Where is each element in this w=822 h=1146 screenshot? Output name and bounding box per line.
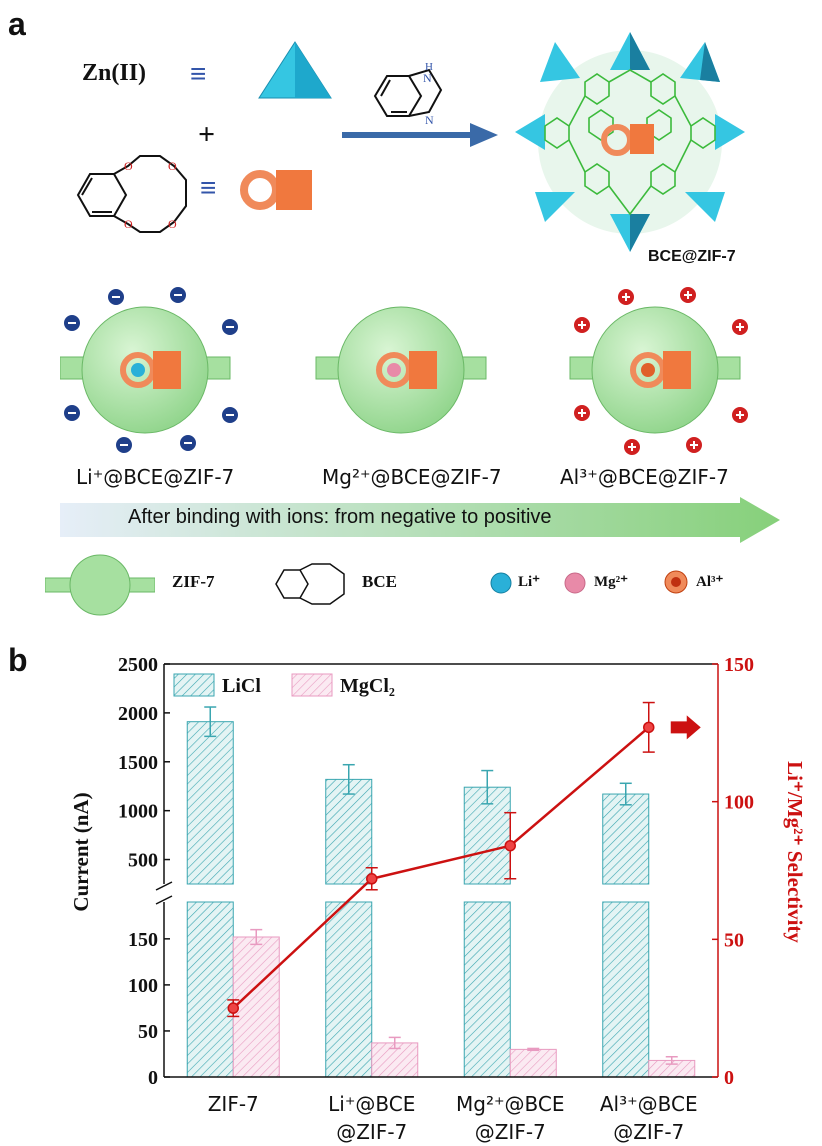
svg-text:O: O bbox=[168, 217, 177, 231]
bar-mgcl-2 bbox=[509, 1048, 557, 1078]
legend-al-icon bbox=[664, 570, 688, 594]
y-tick-label-1000: 1000 bbox=[118, 801, 158, 823]
svg-text:O: O bbox=[168, 159, 177, 173]
selectivity-line bbox=[232, 726, 650, 1010]
legend-zif7-icon bbox=[45, 554, 155, 616]
equiv-sign-1: ≡ bbox=[190, 58, 207, 89]
charge-gradient-arrow bbox=[60, 497, 780, 543]
legend-mg-icon bbox=[564, 572, 586, 594]
legend-swatch-0 bbox=[173, 673, 215, 697]
svg-text:O: O bbox=[124, 159, 133, 173]
bar-licl-1-upper bbox=[325, 778, 373, 885]
bar-licl-0-lower bbox=[186, 901, 234, 1078]
plus-sign: + bbox=[198, 118, 216, 151]
x-tick-label-3-0: Al³⁺@BCE bbox=[600, 1092, 698, 1116]
legend-bce-icon bbox=[275, 563, 345, 605]
bar-licl-3-upper bbox=[602, 793, 650, 885]
selectivity-point-3 bbox=[643, 721, 655, 734]
tetrahedron-icon bbox=[258, 41, 332, 99]
y2-tick-label-150: 150 bbox=[724, 654, 754, 676]
synthesis-arrow-icon bbox=[342, 123, 498, 147]
legend-al-label: Al³⁺ bbox=[696, 574, 724, 590]
legend-li-icon bbox=[490, 572, 512, 594]
crown-symbol-icon bbox=[240, 170, 312, 210]
benzimidazole-structure-icon: H N N bbox=[373, 61, 443, 127]
y2-tick-label-100: 100 bbox=[724, 792, 754, 814]
panel-a-label: a bbox=[8, 6, 26, 42]
y2-axis-label: Li⁺/Mg²⁺ Selectivity bbox=[783, 761, 807, 943]
complexes-illustration bbox=[60, 287, 748, 455]
svg-text:H: H bbox=[425, 61, 433, 73]
complex-al bbox=[569, 287, 748, 455]
selectivity-chart: Current (nA) Li⁺/Mg²⁺ Selectivity 500100… bbox=[69, 654, 807, 1144]
y-tick-label-0: 0 bbox=[148, 1067, 158, 1089]
bar-licl-1-lower bbox=[325, 901, 373, 1078]
svg-text:O: O bbox=[124, 217, 133, 231]
x-tick-label-0-0: ZIF-7 bbox=[208, 1092, 259, 1116]
axis-pointer-arrow-icon bbox=[670, 715, 701, 740]
selectivity-point-2 bbox=[504, 839, 516, 852]
legend-bce-label: BCE bbox=[362, 572, 397, 591]
y-tick-label-100: 100 bbox=[128, 975, 158, 997]
y2-tick-label-50: 50 bbox=[724, 929, 744, 951]
complex-label-li: Li⁺@BCE@ZIF-7 bbox=[76, 465, 235, 489]
x-tick-label-1-1: @ZIF-7 bbox=[336, 1120, 407, 1144]
legend-li-label: Li⁺ bbox=[518, 574, 541, 590]
legend-label-0: LiCl bbox=[222, 675, 261, 697]
bar-licl-3-lower bbox=[602, 901, 650, 1078]
x-tick-label-3-1: @ZIF-7 bbox=[613, 1120, 684, 1144]
arrow-text: After binding with ions: from negative t… bbox=[128, 506, 552, 528]
legend-zif7-label: ZIF-7 bbox=[172, 572, 215, 591]
crown-ether-structure-icon: O O O O bbox=[76, 155, 187, 233]
bar-licl-0-upper bbox=[186, 721, 234, 885]
axis-break-band bbox=[144, 886, 738, 900]
y-tick-label-2500: 2500 bbox=[118, 654, 158, 676]
selectivity-point-0 bbox=[227, 1002, 239, 1014]
zif7-framework-icon bbox=[515, 32, 745, 252]
y-tick-label-2000: 2000 bbox=[118, 703, 158, 725]
axis-break-mark-top bbox=[155, 881, 173, 891]
complex-label-al: Al³⁺@BCE@ZIF-7 bbox=[560, 465, 729, 489]
equiv-sign-2: ≡ bbox=[200, 172, 217, 203]
x-tick-label-2-1: @ZIF-7 bbox=[475, 1120, 546, 1144]
svg-text:N: N bbox=[423, 71, 432, 85]
y2-tick-label-0: 0 bbox=[724, 1067, 734, 1089]
panel-b-label: b bbox=[8, 642, 28, 678]
y-tick-label-50: 50 bbox=[138, 1021, 158, 1043]
bar-mgcl-0 bbox=[232, 936, 280, 1078]
complex-li bbox=[60, 287, 238, 453]
selectivity-point-1 bbox=[366, 873, 378, 885]
svg-text:N: N bbox=[425, 113, 434, 127]
y-tick-label-1500: 1500 bbox=[118, 752, 158, 774]
y-tick-label-150: 150 bbox=[128, 929, 158, 951]
complex-mg bbox=[315, 306, 487, 434]
bar-licl-2-lower bbox=[463, 901, 511, 1078]
product-label: BCE@ZIF-7 bbox=[648, 248, 736, 265]
y-axis-label: Current (nA) bbox=[69, 792, 93, 911]
legend-mg-label: Mg²⁺ bbox=[594, 574, 629, 590]
complex-label-mg: Mg²⁺@BCE@ZIF-7 bbox=[322, 465, 502, 489]
x-tick-label-1-0: Li⁺@BCE bbox=[328, 1092, 415, 1116]
axis-break-mark-bottom bbox=[155, 895, 173, 905]
x-tick-label-2-0: Mg²⁺@BCE bbox=[456, 1092, 565, 1116]
legend-label-1: MgCl₂ bbox=[340, 675, 395, 697]
legend-swatch-1 bbox=[291, 673, 333, 697]
zn-label: Zn(II) bbox=[82, 60, 147, 86]
y-tick-label-500: 500 bbox=[128, 850, 158, 872]
